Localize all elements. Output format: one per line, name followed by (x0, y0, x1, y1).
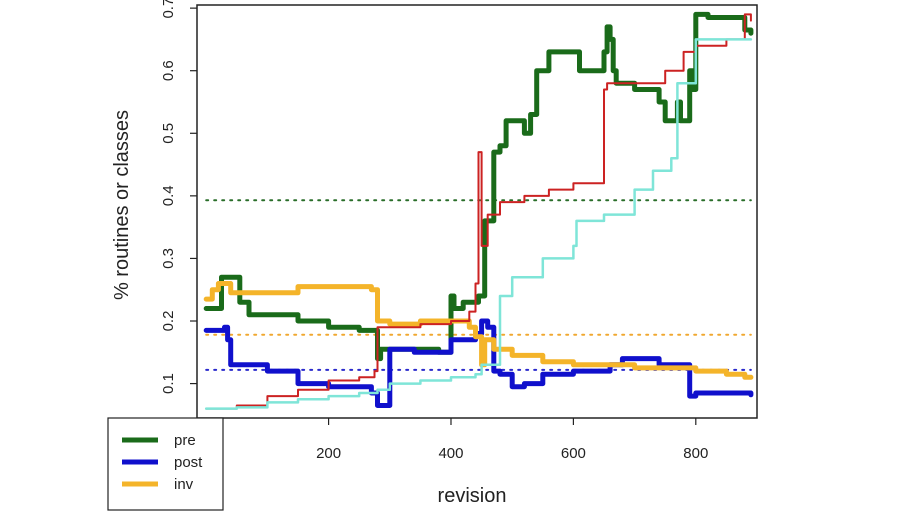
series-line-post (203, 318, 754, 408)
series-line-inv (203, 281, 754, 380)
series-line-extra-4 (204, 38, 753, 410)
x-tick-label-400: 400 (438, 445, 463, 462)
series-line-extra-3 (205, 13, 752, 410)
y-tick-label-3: 0.4 (160, 185, 177, 206)
series-line-pre (203, 11, 754, 362)
y-tick-label-0: 0.1 (160, 373, 177, 394)
legend-label-inv: inv (174, 476, 194, 493)
legend: pre post inv (107, 417, 224, 511)
plot-frame (196, 4, 758, 419)
y-tick-label-6: 0.7 (160, 0, 177, 19)
legend-label-pre: pre (174, 432, 196, 449)
y-tick-label-4: 0.5 (160, 123, 177, 144)
y-tick-label-1: 0.2 (160, 311, 177, 332)
y-tick-label-2: 0.3 (160, 248, 177, 269)
x-tick-label-800: 800 (683, 445, 708, 462)
plot-area (203, 11, 754, 410)
y-tick-label-5: 0.6 (160, 60, 177, 81)
legend-label-post: post (174, 454, 203, 471)
x-tick-label-600: 600 (561, 445, 586, 462)
x-tick-label-200: 200 (316, 445, 341, 462)
axes: 200 400 600 800 0.1 0.2 0.3 0.4 0.5 0.6 0.7 (160, 0, 758, 462)
x-axis-title: revision (438, 485, 507, 507)
y-axis-title: % routines or classes (111, 110, 133, 300)
